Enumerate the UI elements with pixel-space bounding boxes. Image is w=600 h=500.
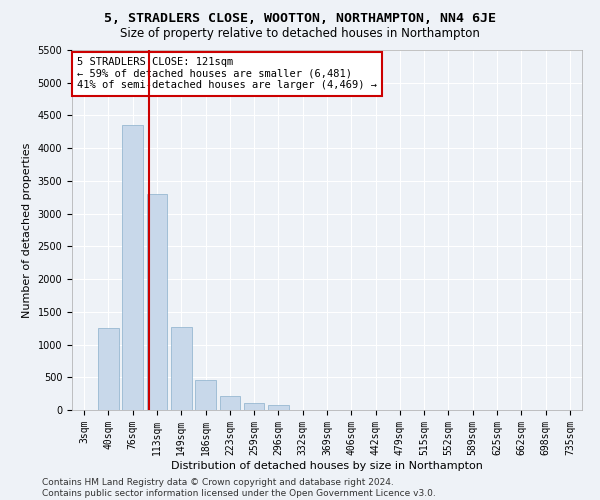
Bar (122, 126, 143, 410)
X-axis label: Distribution of detached houses by size in Northampton: Distribution of detached houses by size … (171, 460, 483, 470)
Bar (244, 404, 265, 410)
Bar (171, 327, 191, 410)
Text: 5 STRADLERS CLOSE: 121sqm
← 59% of detached houses are smaller (6,481)
41% of se: 5 STRADLERS CLOSE: 121sqm ← 59% of detac… (77, 57, 377, 90)
Bar (268, 406, 289, 410)
Bar (146, 194, 167, 410)
Text: 5, STRADLERS CLOSE, WOOTTON, NORTHAMPTON, NN4 6JE: 5, STRADLERS CLOSE, WOOTTON, NORTHAMPTON… (104, 12, 496, 26)
Bar (220, 396, 240, 410)
Bar (98, 328, 119, 410)
Text: Size of property relative to detached houses in Northampton: Size of property relative to detached ho… (120, 28, 480, 40)
Bar (195, 380, 216, 410)
Y-axis label: Number of detached properties: Number of detached properties (22, 142, 32, 318)
Text: Contains HM Land Registry data © Crown copyright and database right 2024.
Contai: Contains HM Land Registry data © Crown c… (42, 478, 436, 498)
